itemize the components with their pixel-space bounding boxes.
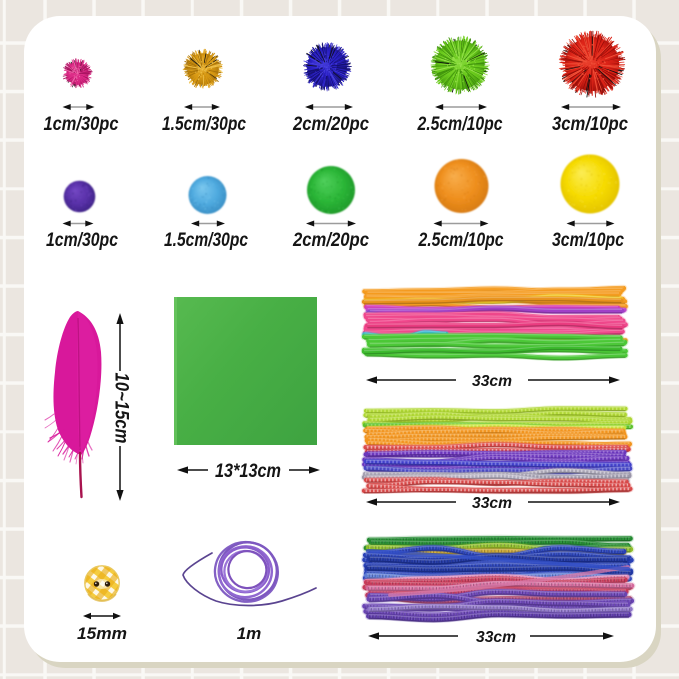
svg-text:10~15cm: 10~15cm — [111, 373, 133, 444]
svg-text:13*13cm: 13*13cm — [215, 461, 281, 482]
svg-text:3cm/10pc: 3cm/10pc — [552, 230, 624, 251]
svg-text:33cm: 33cm — [472, 373, 512, 390]
svg-text:1m: 1m — [237, 624, 262, 643]
svg-text:33cm: 33cm — [472, 495, 512, 512]
svg-text:1.5cm/30pc: 1.5cm/30pc — [164, 230, 248, 251]
svg-text:33cm: 33cm — [476, 629, 516, 646]
svg-text:15mm: 15mm — [77, 624, 127, 643]
svg-text:2cm/20pc: 2cm/20pc — [292, 230, 369, 251]
svg-text:1cm/30pc: 1cm/30pc — [46, 230, 118, 251]
svg-text:2cm/20pc: 2cm/20pc — [292, 114, 369, 135]
svg-text:2.5cm/10pc: 2.5cm/10pc — [417, 114, 503, 135]
svg-text:1cm/30pc: 1cm/30pc — [44, 114, 119, 135]
svg-text:2.5cm/10pc: 2.5cm/10pc — [418, 230, 504, 251]
svg-text:3cm/10pc: 3cm/10pc — [552, 114, 628, 135]
svg-text:1.5cm/30pc: 1.5cm/30pc — [162, 114, 246, 135]
